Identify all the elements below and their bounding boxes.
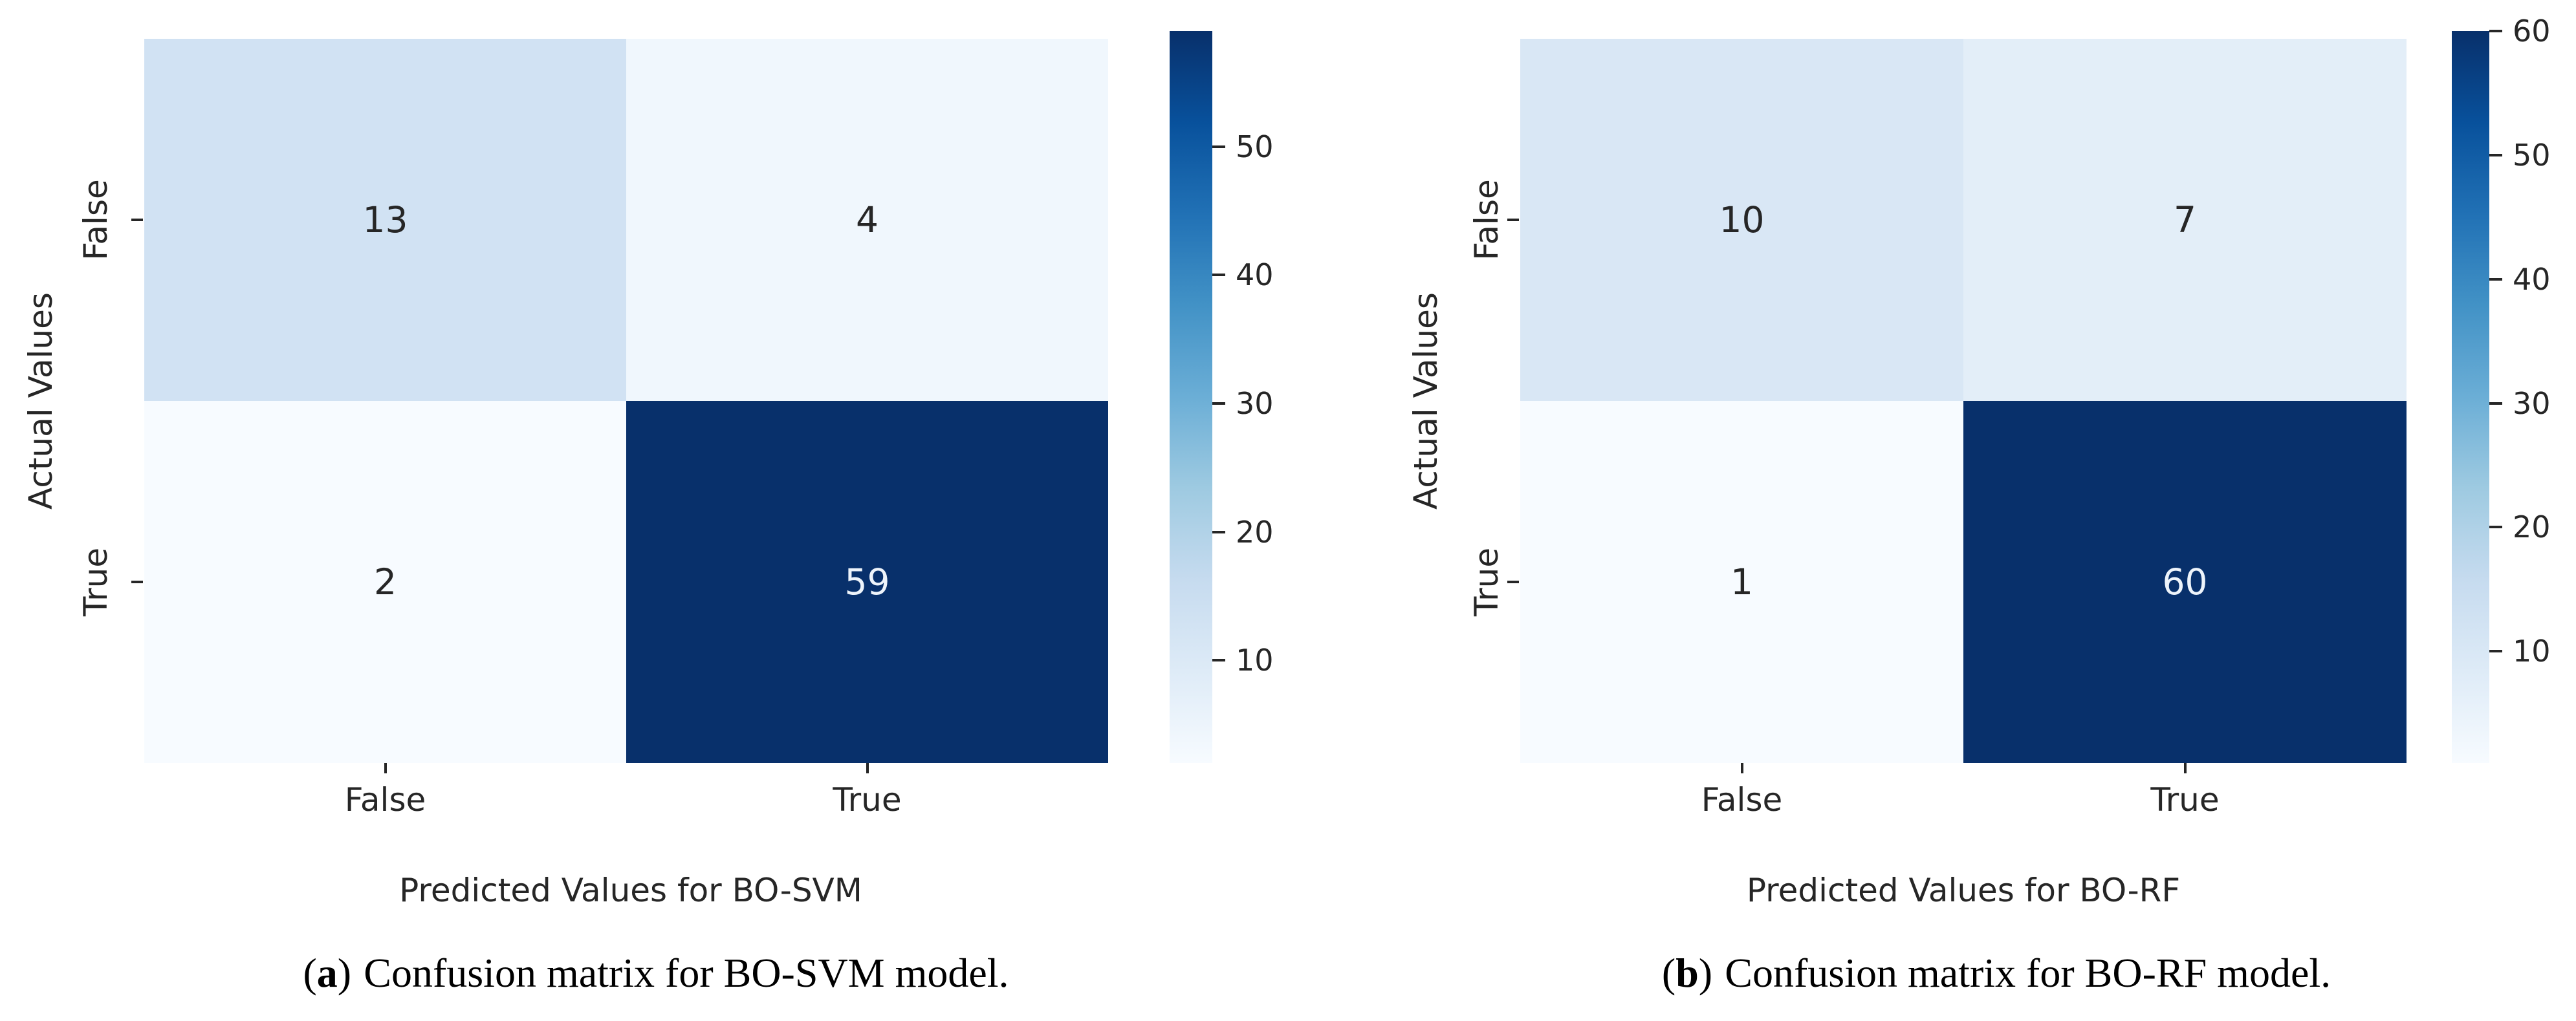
colorbar-tick-label: 10	[2513, 634, 2551, 669]
cell-value: 1	[1730, 561, 1753, 603]
matrix-cell-actual-false-pred-true: 4	[626, 39, 1108, 401]
y-tick-label: False	[1468, 179, 1505, 261]
caption-letter: a	[316, 950, 338, 996]
confusion-matrix-bo-svm: 13 4 2 59	[144, 39, 1108, 763]
colorbar-tick-mark	[2489, 526, 2502, 529]
y-tick-mark	[1507, 219, 1519, 221]
matrix-cell-actual-false-pred-false: 13	[144, 39, 626, 401]
colorbar-tick-label: 20	[2513, 510, 2551, 545]
colorbar-tick-mark	[2489, 650, 2502, 653]
x-tick-mark	[2183, 763, 2187, 773]
matrix-cell-actual-true-pred-true: 59	[626, 401, 1108, 763]
y-axis-title: Actual Values	[1407, 292, 1445, 510]
colorbar-tick-mark	[1212, 659, 1225, 662]
caption-close-paren: )	[337, 950, 352, 996]
cell-value: 4	[856, 199, 879, 241]
caption-text: Confusion matrix for BO-SVM model.	[364, 950, 1009, 996]
colorbar-tick-label: 50	[1236, 129, 1274, 164]
colorbar-tick-mark	[1212, 530, 1225, 533]
y-tick-mark	[131, 581, 143, 583]
colorbar-tick-label: 50	[2513, 137, 2551, 173]
figure-panel-b: Actual Values 10 7 1 60 False True False True…	[1288, 0, 2576, 1021]
figure-panel-a: Actual Values 13 4 2 59 False True False True…	[22, 31, 1274, 997]
x-tick-label: False	[344, 781, 426, 819]
x-axis-title: Predicted Values for BO-RF	[1746, 872, 2181, 909]
colorbar-tick-label: 30	[2513, 385, 2551, 421]
x-tick-mark	[866, 763, 869, 773]
colorbar-tick-mark	[1212, 402, 1225, 405]
colorbar-tick-mark	[1212, 274, 1225, 277]
colorbar-tick-label: 40	[2513, 261, 2551, 297]
caption-open-paren: (	[1661, 950, 1676, 996]
x-tick-mark	[1740, 763, 1743, 773]
colorbar-tick-mark	[2489, 30, 2502, 32]
cell-value: 10	[1719, 199, 1765, 241]
matrix-cell-actual-false-pred-false: 10	[1520, 39, 1963, 401]
y-tick-label: False	[77, 179, 115, 261]
cell-value: 2	[374, 561, 397, 603]
y-tick-label: True	[1468, 547, 1505, 617]
colorbar-tick-mark	[2489, 277, 2502, 281]
matrix-cell-actual-true-pred-false: 2	[144, 401, 626, 763]
colorbar-tick-mark	[1212, 145, 1225, 148]
y-tick-label: True	[77, 547, 115, 617]
caption-open-paren: (	[303, 950, 317, 996]
caption-close-paren: )	[1698, 950, 1713, 996]
colorbar-gradient	[2452, 31, 2489, 763]
cell-value: 59	[844, 561, 890, 603]
y-tick-mark	[1507, 581, 1519, 583]
x-tick-mark	[384, 763, 387, 773]
matrix-cell-actual-true-pred-true: 60	[1963, 401, 2407, 763]
cell-value: 13	[362, 199, 408, 241]
figure-caption-a: (a) Confusion matrix for BO-SVM model.	[303, 949, 1009, 997]
caption-text: Confusion matrix for BO-RF model.	[1725, 950, 2331, 996]
x-tick-label: True	[2150, 781, 2220, 819]
cell-value: 60	[2162, 561, 2208, 603]
colorbar-tick-label: 10	[1236, 643, 1274, 678]
colorbar-tick-label: 60	[2513, 14, 2551, 48]
colorbar-gradient	[1170, 31, 1212, 763]
confusion-matrix-bo-rf: 10 7 1 60	[1520, 39, 2407, 763]
matrix-cell-actual-true-pred-false: 1	[1520, 401, 1963, 763]
y-tick-mark	[131, 219, 143, 221]
matrix-cell-actual-false-pred-true: 7	[1963, 39, 2407, 401]
colorbar-tick-label: 30	[1236, 385, 1274, 421]
x-tick-label: False	[1701, 781, 1783, 819]
colorbar-tick-mark	[2489, 402, 2502, 405]
caption-letter: b	[1675, 950, 1699, 996]
x-tick-label: True	[833, 781, 902, 819]
x-axis-title: Predicted Values for BO-SVM	[399, 872, 862, 909]
figure-caption-b: (b) Confusion matrix for BO-RF model.	[1662, 949, 2331, 997]
colorbar-tick-mark	[2489, 153, 2502, 156]
y-axis-title: Actual Values	[22, 292, 60, 510]
cell-value: 7	[2174, 199, 2196, 241]
colorbar-tick-label: 40	[1236, 257, 1274, 293]
colorbar-tick-label: 20	[1236, 514, 1274, 550]
